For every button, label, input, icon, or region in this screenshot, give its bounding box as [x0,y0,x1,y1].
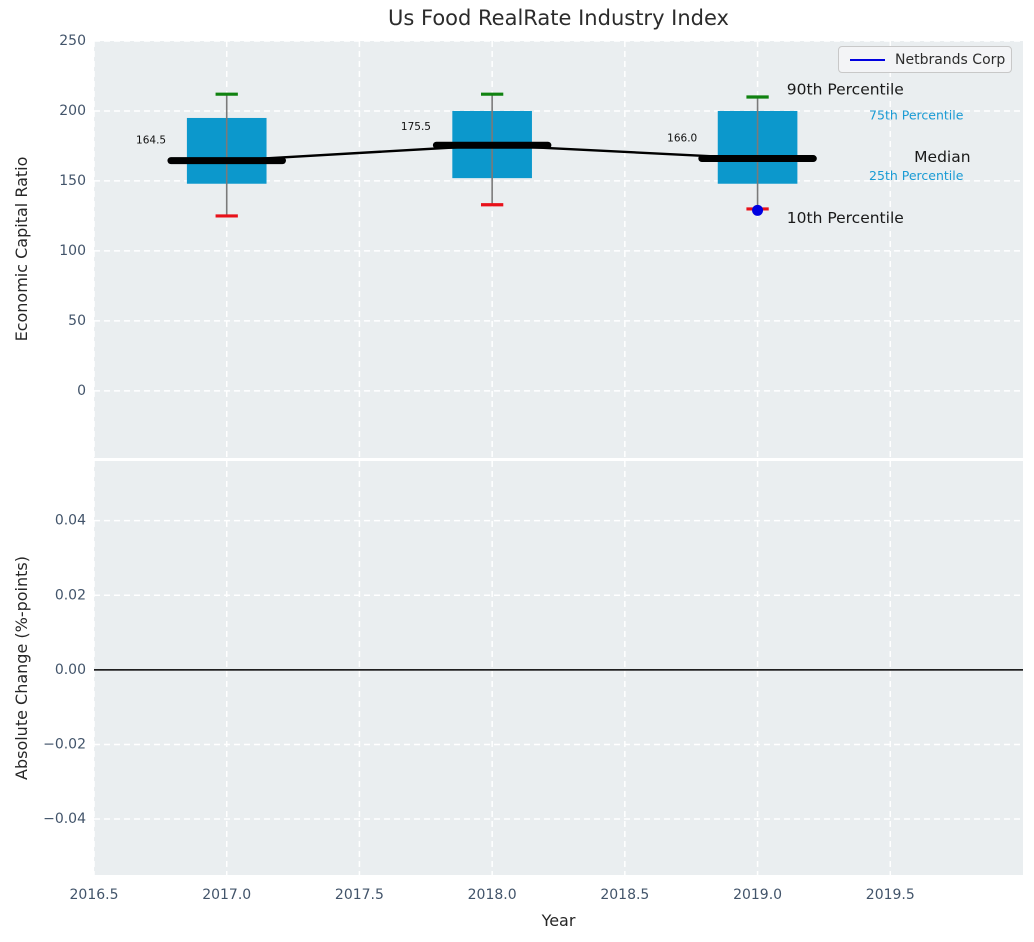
company-point [752,204,764,216]
x-tick-label: 2019.0 [733,887,782,903]
x-tick-label: 2017.0 [202,887,251,903]
y-tick-label-sub: −0.04 [43,811,86,827]
y-tick-label-sub: 0.02 [55,587,86,603]
y-tick-label-main: 100 [59,243,86,259]
x-tick-label: 2019.5 [866,887,915,903]
annotation-10th-percentile: 10th Percentile [787,209,904,227]
y-tick-label-main: 250 [59,33,86,49]
legend-label: Netbrands Corp [895,51,1006,68]
legend-line-swatch [850,58,885,61]
x-tick-label: 2016.5 [70,887,119,903]
x-tick-label: 2017.5 [335,887,384,903]
chart-title: Us Food RealRate Industry Index [388,6,729,30]
annotation-25th-percentile: 25th Percentile [869,168,964,183]
y-axis-label-sub: Absolute Change (%-points) [12,556,31,780]
annotation-75th-percentile: 75th Percentile [869,108,964,123]
y-tick-label-sub: −0.02 [43,736,86,752]
legend: Netbrands Corp [838,46,1012,73]
y-tick-label-main: 50 [68,313,86,329]
median-value-label: 164.5 [136,134,166,146]
annotation-median: Median [914,148,970,166]
annotation-90th-percentile: 90th Percentile [787,80,904,98]
x-tick-label: 2018.0 [468,887,517,903]
median-value-label: 166.0 [667,132,697,144]
y-tick-label-sub: 0.00 [55,662,86,678]
x-tick-label: 2018.5 [600,887,649,903]
y-tick-label-sub: 0.04 [55,513,86,529]
median-value-label: 175.5 [401,121,431,133]
x-axis-label: Year [541,911,576,930]
y-tick-label-main: 150 [59,173,86,189]
y-axis-label-main: Economic Capital Ratio [12,156,31,342]
plot-area-main [94,41,1023,458]
plot-area-sub [94,461,1023,875]
y-tick-label-main: 200 [59,103,86,119]
y-tick-label-main: 0 [77,383,86,399]
